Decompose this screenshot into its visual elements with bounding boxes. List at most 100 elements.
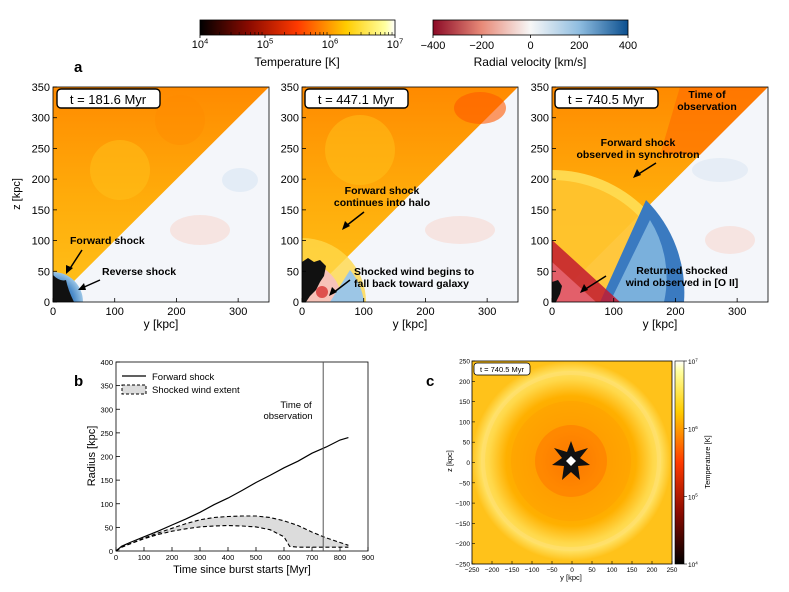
y-tick-label: 150 bbox=[531, 205, 549, 217]
velocity-tick-label: 200 bbox=[570, 40, 588, 52]
x-tick-label: 400 bbox=[222, 553, 235, 562]
velocity-tick-label: 400 bbox=[619, 40, 637, 52]
panel-c-xlabel: y [kpc] bbox=[560, 573, 582, 582]
obs-label-line1: Time of bbox=[280, 400, 312, 411]
panel-b-legend: Forward shock Shocked wind extent bbox=[121, 372, 240, 396]
temperature-tick-label: 106 bbox=[322, 37, 339, 51]
annotation-time-obs-a: Time of bbox=[688, 89, 726, 101]
arrowhead bbox=[329, 287, 337, 296]
y-tick-label: 150 bbox=[281, 205, 299, 217]
annotation-forward-shock-1: Forward shock bbox=[70, 235, 145, 247]
annotation-forward-shock-2b: continues into halo bbox=[334, 197, 430, 209]
panel-c-ylabel: z [kpc] bbox=[445, 450, 454, 472]
y-tick-label: 350 bbox=[100, 382, 113, 391]
x-tick-label: 0 bbox=[114, 553, 118, 562]
x-tick-label: 0 bbox=[50, 306, 56, 318]
shocked-wind-extent-inner-line bbox=[115, 524, 349, 552]
y-tick-label: 150 bbox=[100, 476, 113, 485]
colorbar-tick-label: 106 bbox=[688, 425, 698, 434]
y-tick-label: 250 bbox=[100, 429, 113, 438]
y-tick-label: 250 bbox=[32, 143, 50, 155]
panel-c-time: t = 740.5 Myr bbox=[480, 365, 524, 374]
panel-b-xlabel: Time since burst starts [Myr] bbox=[173, 564, 311, 576]
x-tick-label: 200 bbox=[167, 306, 185, 318]
y-tick-label: 300 bbox=[281, 113, 299, 125]
panel-c-colorbar: 107 106 105 104 Temperature [K] bbox=[674, 357, 712, 569]
panel-a-subpanel-1-timebox: t = 181.6 Myr bbox=[56, 88, 161, 109]
temperature-colorbar: 104 105 106 107 Temperature [K] bbox=[192, 19, 403, 69]
x-tick-label: −200 bbox=[485, 567, 500, 574]
panel-a-subpanel-3-time: t = 740.5 Myr bbox=[568, 92, 645, 107]
arrowhead bbox=[580, 284, 588, 293]
panel-a-subpanel-3 bbox=[552, 87, 768, 302]
panel-c-letter: c bbox=[426, 373, 434, 390]
temperature-tick-label: 105 bbox=[257, 37, 274, 51]
y-tick-label: 0 bbox=[293, 297, 299, 309]
panel-c-ticks: −250 −200 −150 −100 −50 0 50 100 150 200 250 250 200… bbox=[455, 359, 677, 575]
arrowhead bbox=[633, 169, 641, 178]
annotation-arrow bbox=[636, 162, 657, 176]
panel-a-subpanel-3-axes: 0 50 100 150 200 250 300 350 0 100 200 300 bbox=[531, 82, 747, 318]
panel-a-xlabel-1: y [kpc] bbox=[144, 317, 179, 331]
x-tick-label: 100 bbox=[106, 306, 124, 318]
shocked-wind-extent-area bbox=[116, 516, 349, 551]
velocity-tick-label: −400 bbox=[421, 40, 446, 52]
y-tick-label: 150 bbox=[32, 205, 50, 217]
panel-c-timebox: t = 740.5 Myr bbox=[473, 362, 531, 376]
panel-a-subpanel-1-time: t = 181.6 Myr bbox=[70, 92, 147, 107]
y-tick-label: 0 bbox=[466, 460, 470, 467]
colorbar-tick-label: 107 bbox=[688, 357, 698, 366]
x-tick-label: 300 bbox=[194, 553, 207, 562]
panel-a-subpanel-2-frame bbox=[301, 86, 519, 303]
y-tick-label: 400 bbox=[100, 358, 113, 367]
panel-a-subpanel-3-timebox: t = 740.5 Myr bbox=[554, 88, 659, 109]
annotation-time-obs-b: observation bbox=[677, 101, 737, 113]
y-tick-label: 0 bbox=[44, 297, 50, 309]
y-tick-label: −250 bbox=[455, 562, 470, 569]
x-tick-label: 300 bbox=[229, 306, 247, 318]
x-tick-label: 100 bbox=[607, 567, 618, 574]
x-tick-label: 100 bbox=[355, 306, 373, 318]
x-tick-label: 200 bbox=[416, 306, 434, 318]
x-tick-label: 0 bbox=[549, 306, 555, 318]
y-tick-label: 50 bbox=[287, 266, 299, 278]
forward-shock-line bbox=[115, 437, 349, 552]
annotation-reverse-shock: Reverse shock bbox=[102, 266, 176, 278]
x-tick-label: 500 bbox=[250, 553, 263, 562]
panel-b-chart: Time of observation Forward shock Shocke… bbox=[100, 358, 374, 562]
x-tick-label: 900 bbox=[362, 553, 375, 562]
y-tick-label: 100 bbox=[281, 236, 299, 248]
temperature-colorbar-label: Temperature [K] bbox=[254, 55, 339, 69]
x-tick-label: 300 bbox=[478, 306, 496, 318]
x-tick-label: 200 bbox=[647, 567, 658, 574]
x-tick-label: −50 bbox=[546, 567, 557, 574]
x-tick-label: 700 bbox=[306, 553, 319, 562]
velocity-tick-label: 0 bbox=[527, 40, 533, 52]
legend-forward-shock: Forward shock bbox=[152, 372, 215, 383]
annotation-shocked-wind-b: fall back toward galaxy bbox=[354, 278, 469, 290]
panel-a-ylabel: z [kpc] bbox=[11, 178, 23, 210]
panel-a-xlabel-3: y [kpc] bbox=[643, 317, 678, 331]
y-tick-label: 50 bbox=[463, 440, 471, 447]
panel-c-map bbox=[472, 361, 672, 564]
annotation-forward-shock-2a: Forward shock bbox=[345, 185, 420, 197]
y-tick-label: 100 bbox=[32, 236, 50, 248]
y-tick-label: 250 bbox=[281, 143, 299, 155]
y-tick-label: −100 bbox=[455, 501, 470, 508]
x-tick-label: 0 bbox=[299, 306, 305, 318]
y-tick-label: 0 bbox=[109, 547, 113, 556]
y-tick-label: −200 bbox=[455, 541, 470, 548]
panel-a-subpanel-2-timebox: t = 447.1 Myr bbox=[304, 88, 409, 109]
y-tick-label: 200 bbox=[32, 174, 50, 186]
panel-b-letter: b bbox=[74, 373, 83, 390]
y-tick-label: 200 bbox=[531, 174, 549, 186]
panel-a-subpanel-2-time: t = 447.1 Myr bbox=[318, 92, 395, 107]
panel-a-letter: a bbox=[74, 59, 83, 76]
x-tick-label: −150 bbox=[505, 567, 520, 574]
x-tick-label: 100 bbox=[138, 553, 151, 562]
x-tick-label: 150 bbox=[627, 567, 638, 574]
annotation-shocked-wind-a: Shocked wind begins to bbox=[354, 266, 474, 278]
annotation-arrow bbox=[583, 275, 607, 291]
x-tick-label: 250 bbox=[667, 567, 678, 574]
